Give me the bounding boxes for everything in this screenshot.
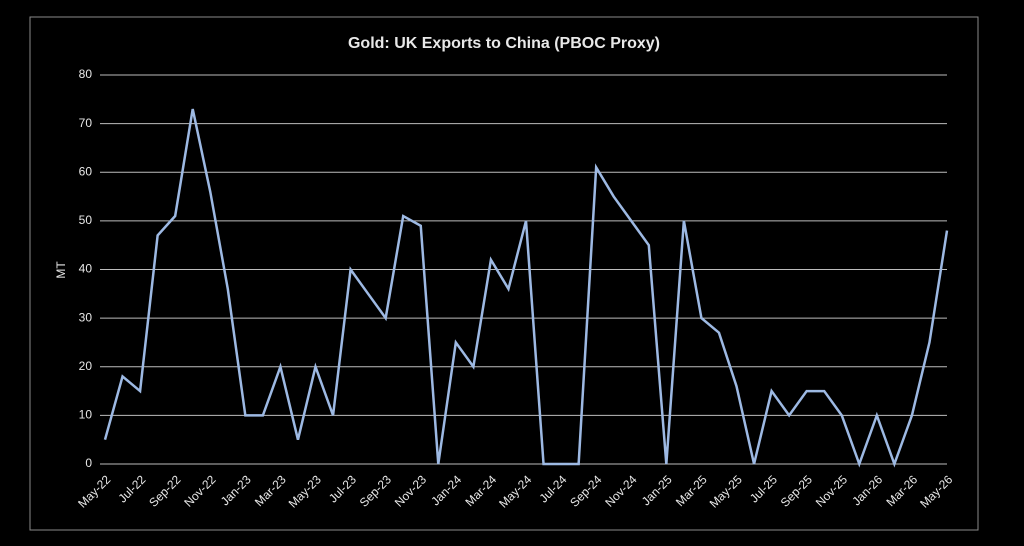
chart-title: Gold: UK Exports to China (PBOC Proxy) (348, 35, 660, 52)
y-tick-label: 50 (79, 213, 93, 227)
y-tick-label: 40 (79, 262, 93, 276)
y-tick-label: 80 (79, 67, 93, 81)
y-tick-label: 70 (79, 116, 93, 130)
y-tick-label: 60 (79, 164, 93, 178)
chart-frame (29, 16, 979, 531)
y-tick-label: 30 (79, 310, 93, 324)
data-line (103, 108, 949, 468)
y-tick-label: 0 (85, 456, 92, 470)
y-tick-label: 10 (79, 408, 93, 422)
y-tick-label: 20 (79, 359, 93, 373)
y-axis-label: MT (54, 261, 68, 279)
